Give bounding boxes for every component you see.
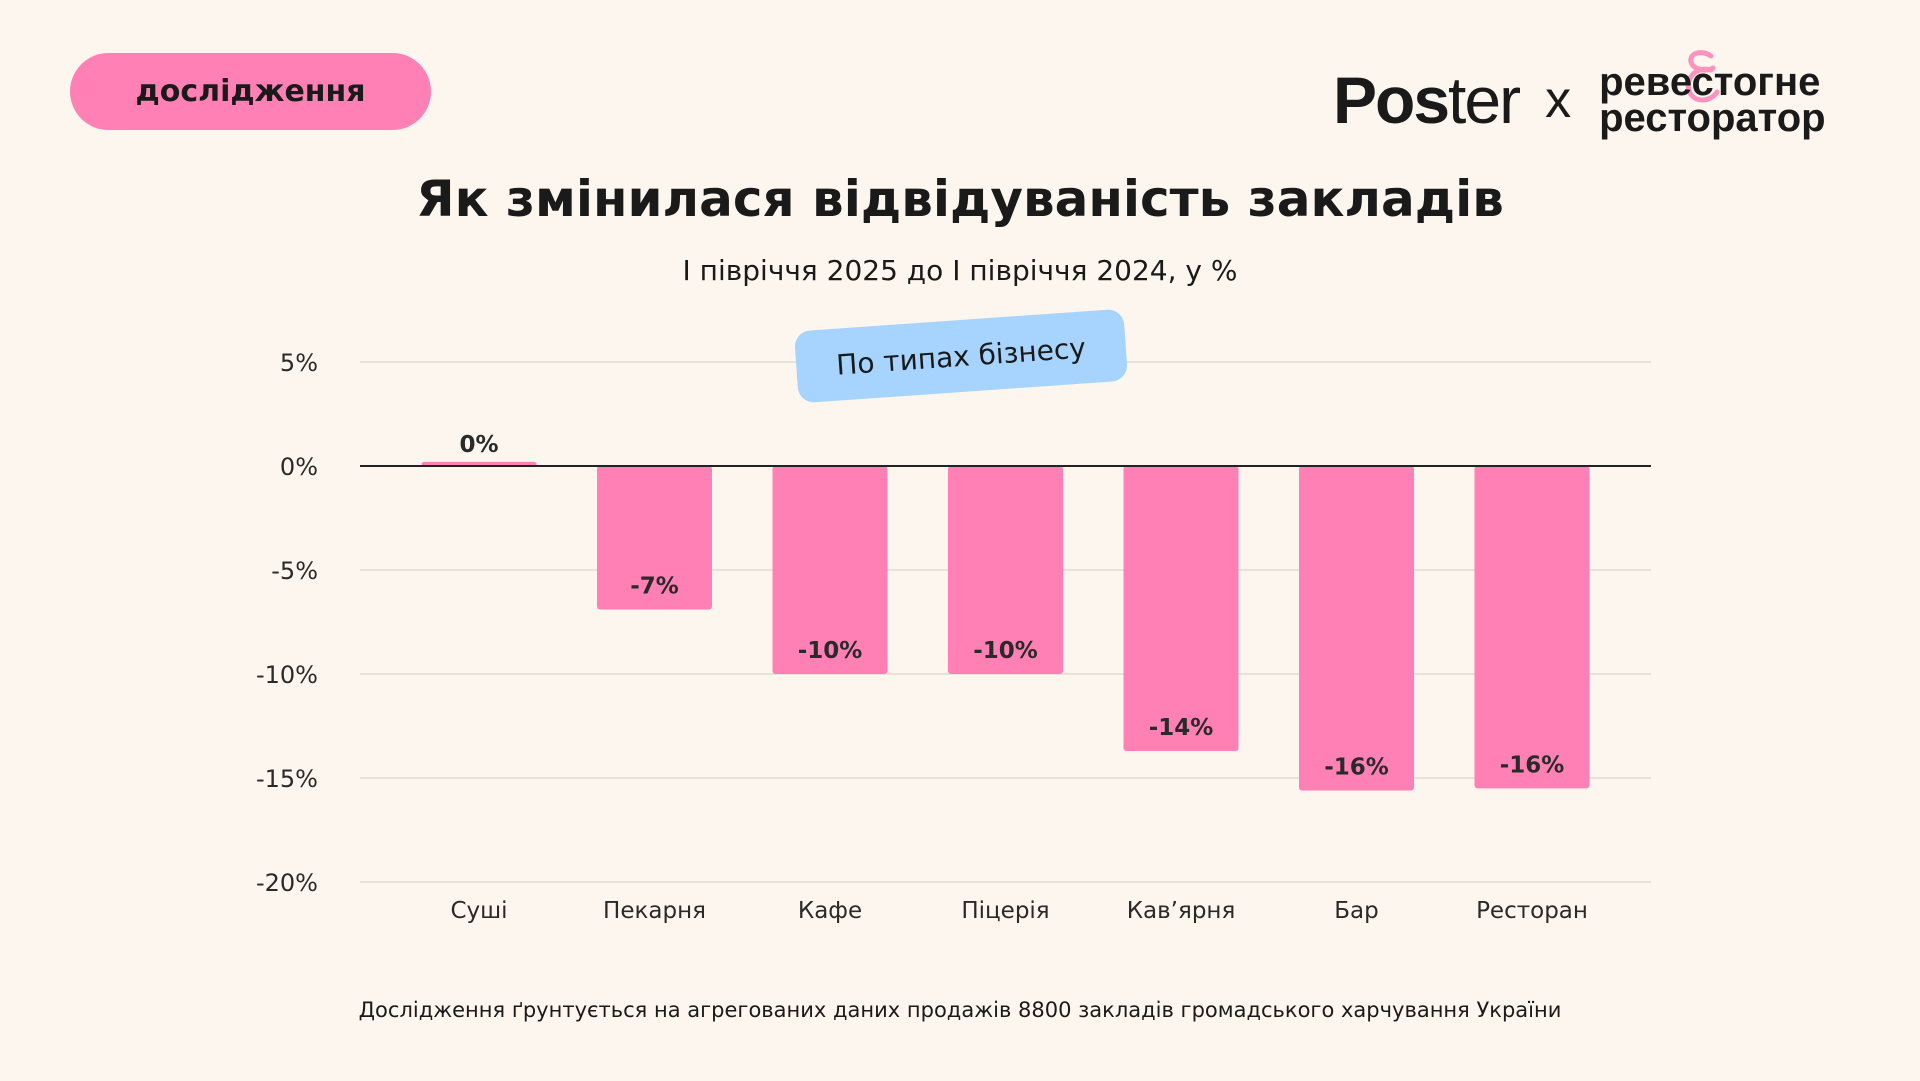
logo-separator: x <box>1545 71 1572 129</box>
y-tick-label: -15% <box>256 765 318 793</box>
bar <box>772 466 888 674</box>
bar <box>1474 466 1590 789</box>
data-label: -16% <box>1500 752 1565 778</box>
data-label: -7% <box>630 574 679 600</box>
bar <box>421 461 537 466</box>
x-tick-label: Пекарня <box>603 898 706 924</box>
bar <box>948 466 1063 674</box>
x-tick-label: Бар <box>1334 898 1378 924</box>
data-label: -14% <box>1149 715 1214 741</box>
x-tick-label: Кав’ярня <box>1127 898 1236 924</box>
x-tick-label: Ресторан <box>1476 898 1588 924</box>
research-badge: дослідження <box>70 53 431 130</box>
bar <box>1299 466 1414 791</box>
x-tick-label: Суші <box>450 898 507 924</box>
y-tick-label: 0% <box>280 453 318 481</box>
poster-logo: Poster <box>1333 63 1521 137</box>
y-tick-label: 5% <box>280 349 318 377</box>
logo-line-1: ревестогне <box>1599 60 1821 104</box>
data-label: -10% <box>798 638 863 664</box>
y-tick-label: -10% <box>256 661 318 689</box>
data-label: -10% <box>973 638 1038 664</box>
chart-title: Як змінилася відвідуваність закладів <box>416 170 1504 228</box>
data-label: -16% <box>1324 754 1389 780</box>
footnote: Дослідження ґрунтується на агрегованих д… <box>358 998 1562 1022</box>
x-tick-label: Піцерія <box>961 898 1049 924</box>
logos: Poster x ревестогне ресторатор <box>1333 50 1826 140</box>
chart-subtitle: І півріччя 2025 до І півріччя 2024, у % <box>682 254 1238 287</box>
y-tick-label: -20% <box>256 869 318 897</box>
data-label: 0% <box>459 432 498 458</box>
ampersand-mark-icon <box>1685 50 1720 103</box>
logo-line-2: ресторатор <box>1599 96 1826 140</box>
restorator-logo: ревестогне ресторатор <box>1599 50 1826 140</box>
badge-label: дослідження <box>135 74 366 109</box>
x-tick-label: Кафе <box>798 898 862 924</box>
bar <box>1123 466 1239 751</box>
bar <box>597 466 712 610</box>
y-tick-label: -5% <box>271 557 318 585</box>
